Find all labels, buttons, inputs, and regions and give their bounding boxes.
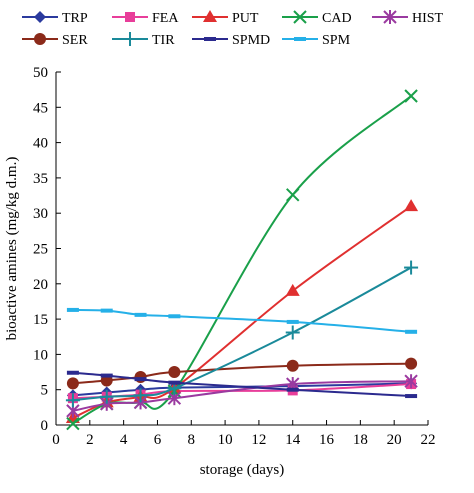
y-axis-label: bioactive amines (mg/kg d.m.) bbox=[4, 157, 20, 341]
legend-item-spm: SPM bbox=[282, 33, 351, 48]
data-point-ser bbox=[134, 370, 147, 383]
y-tick-label: 40 bbox=[33, 136, 48, 152]
legend-marker-ser bbox=[34, 33, 46, 45]
x-tick-label: 6 bbox=[154, 432, 162, 448]
x-tick-label: 2 bbox=[86, 432, 94, 448]
series-ser bbox=[66, 357, 418, 390]
x-tick-label: 8 bbox=[188, 432, 196, 448]
y-tick-label: 30 bbox=[33, 206, 48, 222]
data-point-spm bbox=[134, 312, 147, 317]
legend-marker-spmd bbox=[204, 37, 216, 41]
y-tick-label: 50 bbox=[33, 65, 48, 81]
y-tick-label: 45 bbox=[33, 100, 48, 116]
legend-label-put: PUT bbox=[232, 11, 259, 26]
legend-label-ser: SER bbox=[62, 33, 88, 48]
series-layer bbox=[65, 89, 419, 431]
legend-marker-spm bbox=[294, 37, 306, 41]
data-point-tir bbox=[65, 393, 80, 408]
series-tir bbox=[65, 260, 419, 408]
series-line-ser bbox=[72, 362, 412, 385]
data-point-tir bbox=[133, 388, 148, 403]
x-tick-label: 10 bbox=[218, 432, 233, 448]
legend-label-tir: TIR bbox=[152, 33, 175, 48]
legend-marker-put bbox=[203, 10, 217, 22]
legend-marker-trp bbox=[34, 11, 46, 23]
legend-item-spmd: SPMD bbox=[192, 33, 270, 48]
legend: TRP FEA PUT CAD HIST SER TIR SPMD SPM bbox=[22, 10, 444, 48]
series-line-spm bbox=[72, 308, 412, 333]
x-tick-label: 22 bbox=[421, 432, 436, 448]
legend-item-fea: FEA bbox=[112, 11, 179, 26]
y-tick-label: 20 bbox=[33, 277, 48, 293]
legend-item-tir: TIR bbox=[112, 32, 175, 48]
data-point-put bbox=[404, 199, 419, 212]
legend-label-fea: FEA bbox=[152, 11, 179, 26]
data-point-spm bbox=[168, 314, 181, 319]
data-point-spm bbox=[100, 308, 113, 313]
axes: 0 5 10 15 20 25 30 35 40 45 50 0 2 4 6 8 10 12 14 16 18 20 22 bbox=[33, 65, 436, 448]
x-tick-label: 20 bbox=[387, 432, 402, 448]
x-tick-label: 4 bbox=[120, 432, 128, 448]
y-tick-label: 35 bbox=[33, 171, 48, 187]
data-point-hist bbox=[404, 374, 418, 389]
y-tick-label: 15 bbox=[33, 312, 48, 328]
legend-item-ser: SER bbox=[22, 33, 88, 48]
legend-item-hist: HIST bbox=[372, 10, 444, 26]
data-point-spmd bbox=[168, 380, 181, 385]
y-tick-label: 10 bbox=[33, 347, 48, 363]
legend-marker-tir bbox=[123, 32, 137, 46]
legend-marker-cad bbox=[293, 10, 307, 24]
data-point-put bbox=[285, 283, 300, 296]
data-point-tir bbox=[404, 260, 419, 275]
legend-item-trp: TRP bbox=[22, 11, 88, 26]
data-point-spm bbox=[405, 329, 418, 334]
data-point-spmd bbox=[286, 387, 299, 392]
x-tick-label: 12 bbox=[251, 432, 266, 448]
series-line-cad bbox=[72, 95, 412, 425]
legend-label-cad: CAD bbox=[322, 11, 352, 26]
data-point-tir bbox=[99, 389, 114, 404]
legend-label-spm: SPM bbox=[322, 33, 351, 48]
legend-label-trp: TRP bbox=[62, 11, 88, 26]
x-axis-label: storage (days) bbox=[200, 462, 285, 478]
data-point-tir bbox=[285, 325, 300, 340]
data-point-cad bbox=[66, 416, 80, 431]
x-tick-label: 0 bbox=[52, 432, 60, 448]
data-point-spmd bbox=[134, 377, 147, 382]
y-tick-label: 5 bbox=[41, 383, 49, 399]
y-tick-label: 0 bbox=[41, 418, 49, 434]
legend-item-cad: CAD bbox=[282, 10, 352, 26]
data-point-cad bbox=[286, 188, 300, 202]
series-spmd bbox=[66, 370, 418, 399]
x-tick-label: 18 bbox=[353, 432, 368, 448]
legend-label-spmd: SPMD bbox=[232, 33, 270, 48]
data-point-cad bbox=[404, 89, 418, 103]
data-point-spm bbox=[66, 307, 79, 312]
data-point-ser bbox=[66, 377, 79, 390]
legend-marker-hist bbox=[383, 10, 397, 24]
legend-item-put: PUT bbox=[192, 10, 259, 26]
x-tick-label: 14 bbox=[285, 432, 301, 448]
data-point-spm bbox=[286, 319, 299, 324]
data-point-spmd bbox=[100, 373, 113, 378]
legend-marker-fea bbox=[125, 12, 135, 22]
series-spm bbox=[66, 307, 418, 334]
legend-label-hist: HIST bbox=[412, 11, 444, 26]
data-point-ser bbox=[405, 357, 418, 370]
y-tick-label: 25 bbox=[33, 242, 48, 258]
data-point-spmd bbox=[66, 370, 79, 375]
data-point-spmd bbox=[405, 394, 418, 399]
data-point-ser bbox=[286, 359, 299, 372]
x-tick-label: 16 bbox=[319, 432, 335, 448]
data-point-ser bbox=[168, 366, 181, 379]
